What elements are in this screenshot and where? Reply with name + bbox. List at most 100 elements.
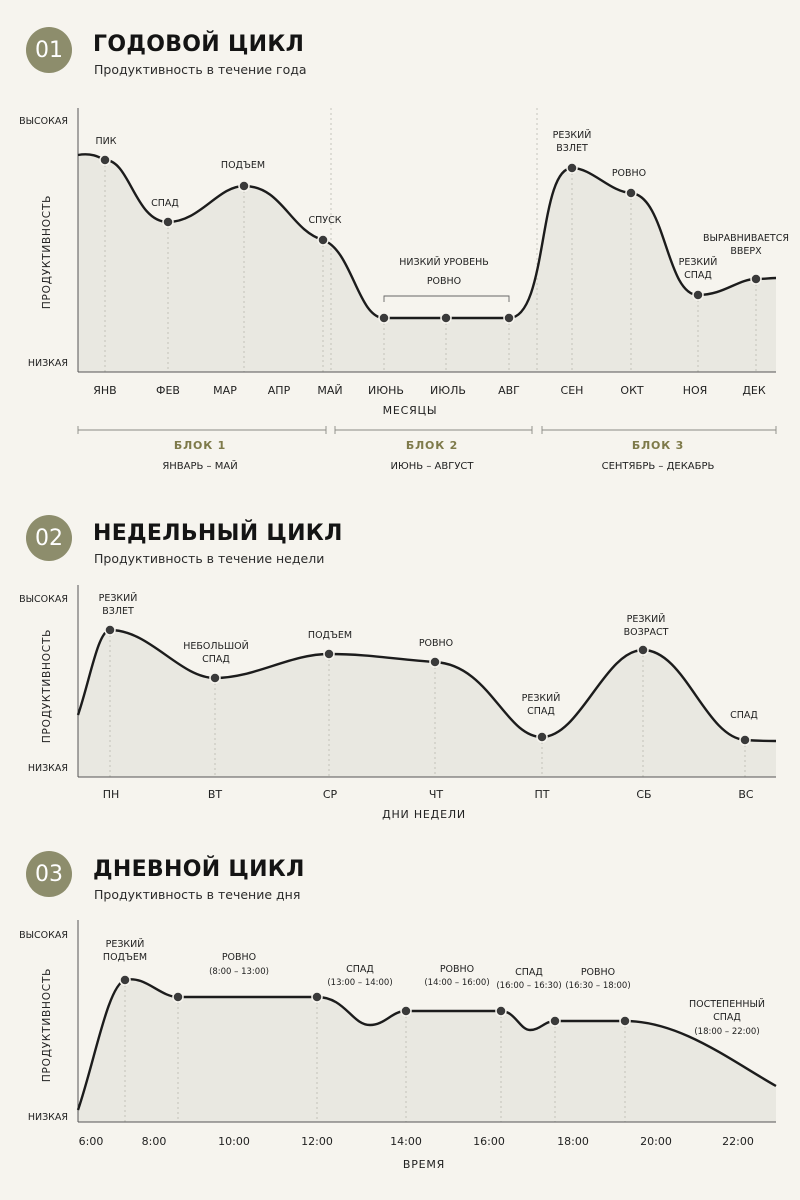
bracket-label-2: РОВНО	[427, 276, 461, 287]
point-may	[317, 234, 329, 246]
tick-thu: ЧТ	[429, 788, 444, 801]
annotation-label: РОВНО	[581, 967, 615, 978]
tick-jul: ИЮЛЬ	[430, 384, 466, 397]
block-3-title: БЛОК 3	[632, 439, 684, 452]
point-mon	[104, 624, 116, 636]
label-drop: СПАД	[151, 198, 179, 209]
tick-2200: 22:00	[722, 1135, 754, 1148]
y-high-label: ВЫСОКАЯ	[19, 594, 68, 605]
point-sep	[566, 162, 578, 174]
block-2-title: БЛОК 2	[406, 439, 458, 452]
annotation-label: РОВНО	[222, 952, 256, 963]
tick-aug: АВГ	[498, 384, 520, 397]
bracket	[383, 295, 510, 302]
section-subtitle: Продуктивность в течение года	[94, 62, 307, 77]
annotation-label: СПАД	[515, 967, 543, 978]
section-title: НЕДЕЛЬНЫЙ ЦИКЛ	[93, 521, 343, 546]
y-high-label: ВЫСОКАЯ	[19, 116, 68, 127]
point-thu	[429, 656, 441, 668]
y-low-label: НИЗКАЯ	[28, 358, 68, 369]
point-dec	[750, 273, 762, 285]
x-tick-labels: ПН ВТ СР ЧТ ПТ СБ ВС	[103, 788, 754, 801]
tick-1200: 12:00	[301, 1135, 333, 1148]
y-low-label: НИЗКАЯ	[28, 1112, 68, 1123]
point-jul	[440, 312, 452, 324]
section-title: ДНЕВНОЙ ЦИКЛ	[93, 857, 305, 882]
block-3-range: СЕНТЯБРЬ – ДЕКАБРЬ	[602, 461, 715, 472]
grid-lines	[124, 980, 626, 1122]
point-jan	[99, 154, 111, 166]
point-7	[619, 1015, 631, 1027]
point-5	[495, 1005, 507, 1017]
tick-2000: 20:00	[640, 1135, 672, 1148]
block-1-title: БЛОК 1	[174, 439, 226, 452]
block-1-range: ЯНВАРЬ – МАЙ	[162, 459, 237, 472]
section-number-badge: 01	[26, 27, 72, 73]
tick-nov: НОЯ	[683, 384, 708, 397]
label-sharp-growth: РЕЗКИЙ ВОЗРАСТ	[624, 613, 669, 638]
label-sharp-rise: РЕЗКИЙ ВЗЛЕТ	[553, 129, 592, 154]
tick-tue: ВТ	[208, 788, 223, 801]
annotation-range: (16:30 – 18:00)	[565, 981, 630, 991]
label-small-drop: НЕБОЛЬШОЙ СПАД	[183, 640, 249, 665]
area-fill	[78, 630, 776, 777]
label-descent: СПУСК	[309, 215, 342, 226]
annotation-label: РОВНО	[440, 964, 474, 975]
tick-mar: МАР	[213, 384, 237, 397]
tick-feb: ФЕВ	[156, 384, 180, 397]
y-axis-title: ПРОДУКТИВНОСТЬ	[41, 629, 53, 743]
point-sun	[739, 734, 751, 746]
point-sat	[637, 644, 649, 656]
block-ranges	[77, 426, 777, 434]
x-axis-title: ВРЕМЯ	[403, 1158, 445, 1171]
tick-0600: 6:00	[79, 1135, 104, 1148]
label-steady: РОВНО	[612, 168, 646, 179]
tick-1400: 14:00	[390, 1135, 422, 1148]
tick-oct: ОКТ	[620, 384, 643, 397]
tick-wed: СР	[323, 788, 338, 801]
tick-1000: 10:00	[218, 1135, 250, 1148]
label-steady: РОВНО	[419, 638, 453, 649]
tick-may: МАЙ	[317, 384, 342, 397]
point-1	[119, 974, 131, 986]
point-4	[400, 1005, 412, 1017]
block-2-range: ИЮНЬ – АВГУСТ	[391, 461, 475, 472]
label-peak: ПИК	[96, 136, 117, 147]
tick-jun: ИЮНЬ	[368, 384, 404, 397]
annotation-range: (16:00 – 16:30)	[496, 981, 561, 991]
x-tick-labels: ЯНВ ФЕВ МАР АПР МАЙ ИЮНЬ ИЮЛЬ АВГ СЕН ОК…	[93, 384, 766, 397]
tick-sat: СБ	[636, 788, 651, 801]
y-axis-title: ПРОДУКТИВНОСТЬ	[41, 195, 53, 309]
x-axis-title: МЕСЯЦЫ	[383, 404, 438, 417]
label-sharp-rise: РЕЗКИЙ ПОДЪЕМ	[103, 938, 147, 963]
label-rise: ПОДЪЕМ	[221, 160, 265, 171]
section-subtitle: Продуктивность в течение дня	[94, 887, 301, 902]
annotation-range: (18:00 – 22:00)	[694, 1027, 759, 1037]
point-fri	[536, 731, 548, 743]
data-points	[119, 974, 631, 1027]
bracket-label-1: НИЗКИЙ УРОВЕНЬ	[399, 256, 489, 268]
y-axis-title: ПРОДУКТИВНОСТЬ	[41, 968, 53, 1082]
x-axis-title: ДНИ НЕДЕЛИ	[382, 808, 466, 821]
section-number-badge: 02	[26, 515, 72, 561]
annotation-label-gradual-drop: ПОСТЕПЕННЫЙ СПАД	[689, 998, 765, 1023]
area-fill	[78, 979, 776, 1122]
label-drop: СПАД	[730, 710, 758, 721]
point-feb	[162, 216, 174, 228]
tick-sun: ВС	[738, 788, 754, 801]
annotation-label: СПАД	[346, 964, 374, 975]
grid-lines	[104, 108, 757, 372]
yearly-chart: НИЗКИЙ УРОВЕНЬ РОВНО ПИК СПАД ПОДЪЕМ СПУ…	[19, 108, 789, 472]
point-oct	[625, 187, 637, 199]
point-nov	[692, 289, 704, 301]
daily-chart: РЕЗКИЙ ПОДЪЕМ РОВНО (8:00 – 13:00) СПАД (…	[19, 920, 777, 1171]
data-points	[104, 624, 751, 746]
tick-sep: СЕН	[561, 384, 584, 397]
weekly-chart: РЕЗКИЙ ВЗЛЕТ НЕБОЛЬШОЙ СПАД ПОДЪЕМ РОВНО Р…	[19, 585, 777, 821]
label-sharp-drop: РЕЗКИЙ СПАД	[679, 256, 718, 281]
tick-1800: 18:00	[557, 1135, 589, 1148]
y-high-label: ВЫСОКАЯ	[19, 930, 68, 941]
grid-lines	[109, 630, 746, 777]
point-jun	[378, 312, 390, 324]
section-number-badge: 03	[26, 851, 72, 897]
